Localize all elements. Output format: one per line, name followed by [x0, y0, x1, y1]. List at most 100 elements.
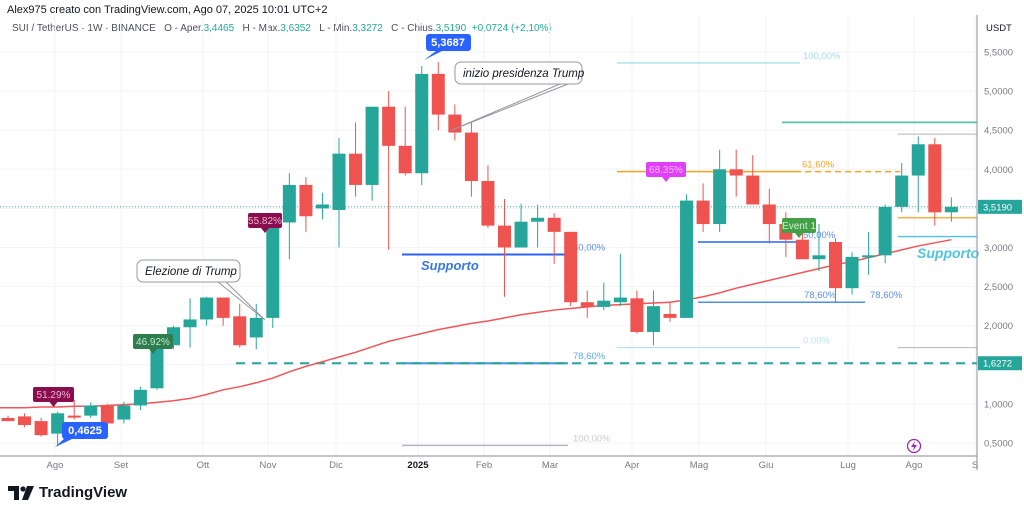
- change-value: +0,0724 (+2,10%): [471, 23, 552, 34]
- candle: [200, 297, 214, 320]
- fib-label: 61,60%: [802, 160, 835, 171]
- low-value: 3,3272: [352, 23, 383, 34]
- support-label: Supporto: [917, 245, 980, 261]
- high-value: 3,6352: [280, 23, 311, 34]
- low-callout[interactable]: [62, 422, 108, 439]
- candle: [498, 225, 511, 248]
- candle: [746, 175, 760, 205]
- candle: [630, 298, 644, 332]
- high-callout[interactable]: [426, 34, 471, 51]
- support-label: Supporto: [421, 258, 479, 273]
- annotation-tag[interactable]: [782, 218, 816, 233]
- svg-text:55.82%: 55.82%: [248, 216, 282, 227]
- candle: [249, 317, 263, 338]
- candle: [713, 169, 727, 225]
- annotation-tag[interactable]: [133, 334, 173, 349]
- time-tick: Mag: [690, 460, 708, 471]
- candle: [613, 297, 627, 303]
- candle: [299, 184, 313, 217]
- annotation-tag[interactable]: [33, 387, 74, 402]
- candle: [829, 242, 842, 289]
- price-tick: 0,5000: [984, 439, 1013, 450]
- candle: [216, 297, 230, 318]
- time-tick: Ago: [906, 460, 923, 471]
- time-tick: Apr: [625, 460, 640, 471]
- candle: [812, 255, 826, 260]
- candle: [448, 114, 462, 133]
- time-tick: 2025: [407, 460, 429, 471]
- time-tick: Nov: [260, 460, 277, 471]
- price-tick: 3,0000: [984, 243, 1013, 254]
- candle: [1, 417, 15, 422]
- time-tick: Ago: [47, 460, 64, 471]
- time-tick: Feb: [476, 460, 492, 471]
- candle: [431, 73, 445, 115]
- candle: [928, 144, 942, 213]
- candle: [266, 222, 280, 318]
- time-tick: Giu: [759, 460, 774, 471]
- candle: [547, 217, 561, 232]
- candle: [117, 405, 131, 420]
- svg-text:0,4625: 0,4625: [68, 425, 102, 437]
- candle: [646, 306, 660, 332]
- candle: [663, 313, 677, 318]
- annotation-tag[interactable]: [646, 162, 686, 177]
- candle: [895, 175, 909, 207]
- price-tick: 5,5000: [984, 48, 1013, 59]
- candle: [282, 184, 296, 223]
- candle: [580, 302, 594, 307]
- svg-text:68.35%: 68.35%: [649, 165, 683, 176]
- time-axis[interactable]: Ago Set Ott Nov Dic 2025 Feb Mar Apr Mag Giu Lug Ago…: [47, 460, 979, 471]
- candle: [514, 221, 528, 248]
- price-axis-tag: [978, 356, 1022, 371]
- candle: [911, 144, 925, 176]
- candle: [365, 106, 379, 185]
- time-tick: Ott: [197, 460, 210, 471]
- candle: [84, 405, 98, 416]
- svg-text:51.29%: 51.29%: [37, 390, 71, 401]
- candle: [564, 231, 578, 303]
- candle: [862, 255, 876, 258]
- time-tick: S: [972, 460, 978, 471]
- candle: [680, 200, 694, 318]
- candle: [18, 416, 32, 426]
- svg-text:3,5190: 3,5190: [983, 202, 1012, 213]
- callout-box[interactable]: [136, 259, 241, 283]
- symbol-name[interactable]: SUI / TetherUS · 1W · BINANCE: [12, 23, 156, 34]
- candle: [878, 206, 892, 256]
- candle: [150, 342, 164, 389]
- candle: [183, 319, 197, 328]
- candle: [133, 389, 147, 406]
- svg-text:Elezione di Trump: Elezione di Trump: [145, 266, 237, 278]
- price-axis[interactable]: 5,50005,00004,50004,00003,50003,00002,50…: [978, 23, 1022, 450]
- grid-lines: [0, 15, 977, 456]
- candle: [315, 204, 329, 209]
- time-tick: Set: [114, 460, 129, 471]
- svg-text:inizio presidenza Trump: inizio presidenza Trump: [463, 68, 585, 80]
- fib-label: 50,00%: [573, 243, 606, 254]
- candle: [233, 316, 247, 346]
- candle: [481, 181, 495, 226]
- fib-label: 78,60%: [870, 290, 903, 301]
- tradingview-logo[interactable]: TradingView: [8, 484, 127, 501]
- candle: [415, 73, 429, 174]
- candle: [51, 413, 65, 434]
- annotation-tag[interactable]: [248, 213, 282, 228]
- svg-text:Event 1: Event 1: [782, 221, 816, 232]
- price-tick: 2,0000: [984, 321, 1013, 332]
- svg-text:5,3687: 5,3687: [431, 37, 465, 49]
- fib-label: 100,00%: [573, 433, 611, 444]
- candle: [349, 153, 363, 185]
- fib-label: 0,00%: [803, 336, 830, 347]
- price-tick: 5,0000: [984, 87, 1013, 98]
- fib-label: 78,60%: [573, 351, 606, 362]
- callout-box[interactable]: [454, 61, 583, 85]
- svg-text:46.92%: 46.92%: [136, 337, 170, 348]
- candle: [729, 169, 743, 176]
- candle: [762, 204, 776, 225]
- tradingview-logo-icon: [8, 485, 34, 500]
- price-axis-tag: [978, 199, 1022, 214]
- candle: [696, 200, 710, 225]
- lightning-icon[interactable]: [906, 438, 922, 454]
